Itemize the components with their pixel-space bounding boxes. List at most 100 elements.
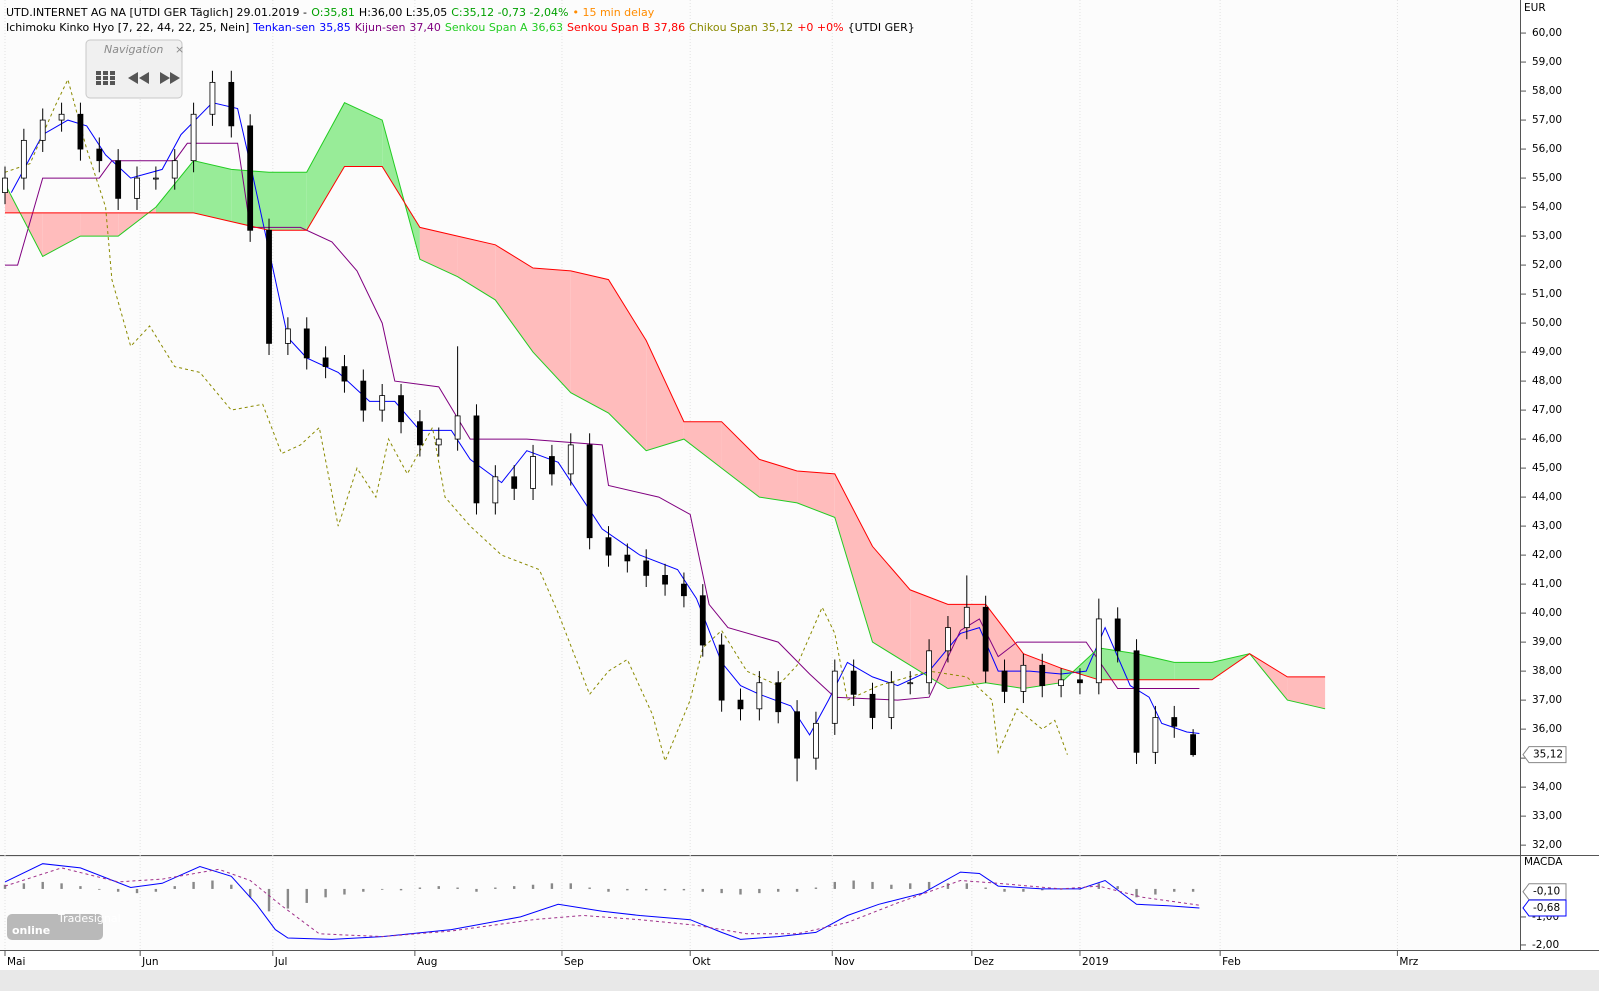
histogram-bar [682,888,686,891]
cloud-segment [457,236,496,300]
histogram-bar [79,886,82,889]
candle-body [20,139,27,179]
indicator-line [4,863,1200,940]
cloud-segment [834,473,873,643]
indicator-line [4,867,1200,938]
histogram-bar [720,888,723,894]
header-part: UTD.INTERNET AG NA [UTDI GER Täglich] 29… [6,6,307,19]
candle-body [1152,717,1159,753]
candle-body [379,395,386,411]
header-part: +0 +0% [797,21,843,34]
candle-body [1058,679,1064,687]
histogram-bar [758,888,761,894]
header-line-2: Ichimoku Kinko Hyo [7, 22, 44, 22, 25, N… [6,21,915,34]
y-tick-label: 40,00 [1532,607,1562,619]
y-tick-label: -2,00 [1532,939,1559,951]
y-tick-label: 53,00 [1532,230,1562,242]
candle-body [171,160,178,179]
navigation-close[interactable]: × [175,43,184,56]
candle-body [1039,664,1046,687]
macd-pane [0,857,1520,950]
cloud-segment [910,589,948,689]
cloud-segment [1287,676,1326,709]
forward-icon[interactable] [160,72,180,84]
histogram-bar [324,888,327,898]
histogram-bar [1116,886,1119,889]
legend-name: Chikou Span [689,21,758,34]
histogram-bar [1003,888,1006,892]
value-box-label: 35,12 [1533,749,1563,761]
grid-icon[interactable] [96,71,115,85]
candle-body [1001,670,1008,692]
histogram-bar [663,888,667,891]
value-box [1522,883,1567,901]
cloud-segment [1061,647,1099,683]
candles-layer [2,70,1197,782]
y-tick-label: 33,00 [1532,810,1562,822]
cloud-segment [42,212,81,257]
candle-body [737,699,744,710]
candle-body [586,444,593,539]
histogram-bar [286,888,290,909]
histogram-bar [1173,888,1176,892]
histogram-bar [135,888,139,894]
cloud-layer [5,102,1326,709]
histogram-bar [777,888,780,892]
candle-body [699,595,706,646]
histogram-bar [739,888,742,895]
x-tick-label: Sep [564,956,584,968]
histogram-bar [248,888,252,898]
indicator-line [5,166,1326,681]
cloud-segment [683,421,722,469]
histogram-bar [569,883,572,889]
legend-value: 36,63 [532,21,564,34]
histogram-bar [3,884,7,889]
histogram-bar [871,881,874,889]
y-tick-label: 42,00 [1532,549,1562,561]
histogram-bar [645,888,648,891]
candle-body [1077,679,1083,684]
rewind-icon[interactable] [128,72,149,84]
histogram-bar [550,883,554,889]
candle-body [718,644,725,701]
histogram-bar [380,888,384,890]
y-tick-label: 56,00 [1532,143,1562,155]
candle-body [813,722,819,759]
histogram-bar [41,881,44,889]
histogram-bar [588,887,591,889]
y-tick-label: 54,00 [1532,201,1562,213]
x-tick-label: Nov [834,956,855,968]
cloud-segment [344,102,383,167]
logo-brand: Tradesignal [57,912,121,925]
histogram-bar [512,886,516,889]
x-tick-label: Jun [141,956,158,968]
candle-body [794,711,800,759]
histogram-bar [852,880,855,889]
x-tick-label: Mai [7,956,25,968]
y-tick-label: 50,00 [1532,317,1562,329]
header-line-1: UTD.INTERNET AG NA [UTDI GER Täglich] 29… [6,6,655,19]
candle-body [681,583,687,597]
y-tick-label: 47,00 [1532,404,1562,416]
legend-value: 37,86 [654,21,686,34]
histogram-bar [607,888,610,892]
cloud-segment [1098,647,1137,680]
histogram-bar [211,880,214,889]
x-tick-label: 2019 [1082,956,1109,968]
histogram-bar [626,888,629,891]
candle-body [77,113,84,150]
candle-body [530,456,536,489]
histogram-bar [1097,883,1101,889]
y-tick-label: 57,00 [1532,114,1562,126]
y-axis-title: EUR [1524,2,1546,14]
histogram-bar [1154,888,1157,895]
x-tick-label: Jul [274,956,288,968]
y-tick-label: 34,00 [1532,781,1562,793]
header-part: • 15 min delay [572,6,654,19]
candle-body [549,456,555,475]
candle-body [473,415,480,504]
navigation-widget[interactable]: Navigation × [85,39,184,99]
candle-body [643,560,650,576]
